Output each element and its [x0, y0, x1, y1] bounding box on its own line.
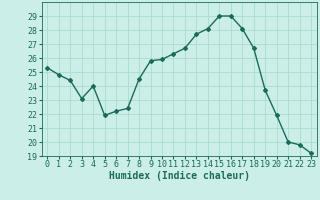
X-axis label: Humidex (Indice chaleur): Humidex (Indice chaleur)	[109, 171, 250, 181]
